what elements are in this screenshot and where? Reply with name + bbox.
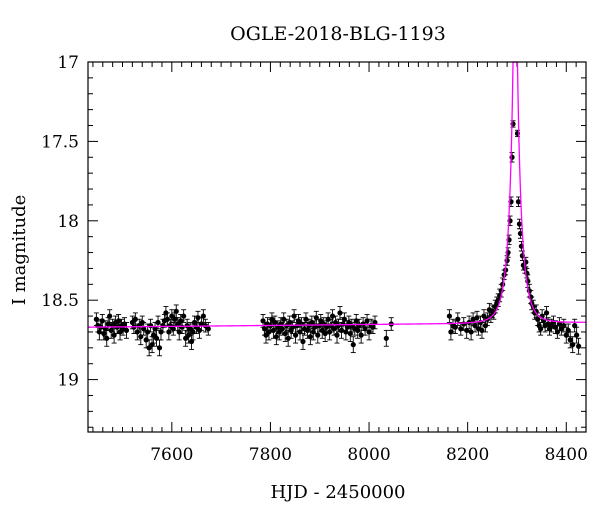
data-points [93,120,582,357]
x-axis-label: HJD - 2450000 [270,482,405,503]
data-point [372,315,378,330]
x-tick-label: 8400 [545,445,588,465]
data-point [123,321,130,339]
y-tick-label: 17 [57,53,79,73]
tick-labels: 7600 7800 8000 8200 8400 17 17.5 18 18.5 19 [41,53,588,465]
data-point [183,329,189,347]
data-point [574,326,580,344]
data-point [383,329,389,347]
data-point [313,310,319,325]
data-point [517,228,524,239]
axis-ticks [88,61,587,432]
x-tick-label: 8200 [446,445,489,465]
y-tick-label: 18 [57,212,79,232]
x-tick-label: 8000 [347,445,390,465]
data-point [181,309,187,323]
data-point [334,326,340,344]
data-point [446,309,453,323]
x-tick-label: 7800 [249,445,292,465]
y-tick-label: 18.5 [41,291,79,311]
data-point [205,321,211,336]
x-tick-label: 7600 [150,445,193,465]
data-point [104,329,110,347]
plot-frame [87,61,587,433]
data-point [141,321,147,336]
data-point [187,321,193,336]
y-axis-label: I magnitude [9,195,30,306]
chart-title: OGLE-2018-BLG-1193 [230,23,446,45]
data-point [455,312,461,327]
data-point [146,339,152,357]
data-point [576,337,582,355]
data-point [325,312,331,327]
data-point [570,336,576,354]
data-point [509,152,515,163]
data-point [468,323,474,341]
data-point [164,312,170,327]
data-point [510,120,516,128]
model-curve [88,61,586,328]
data-point [273,328,279,346]
y-tick-label: 19 [57,371,79,391]
data-point [291,309,297,323]
y-tick-label: 17.5 [41,132,79,152]
data-point [300,333,306,350]
data-point [543,306,550,320]
data-point [347,325,353,342]
data-point [156,339,163,357]
data-point [350,336,356,354]
data-point [173,304,179,319]
data-point [337,306,343,320]
